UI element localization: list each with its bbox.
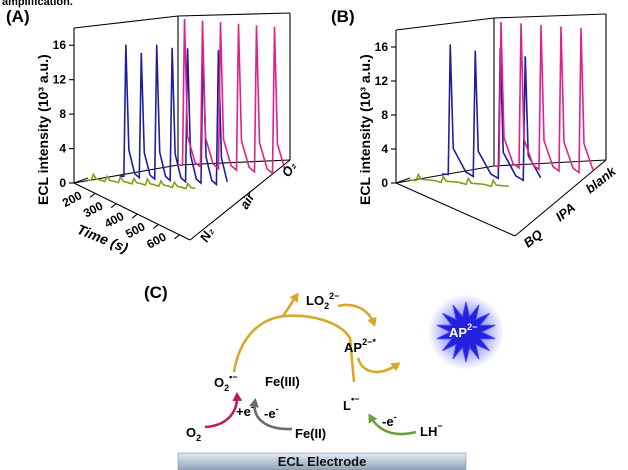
arrow-fe-oxidation — [249, 398, 293, 431]
panel-a-x-tick-label: 200 — [60, 188, 85, 210]
panel-b-series-bq-line — [409, 172, 509, 188]
panel-a-series-n2-label: N₂ — [197, 225, 217, 245]
label-plus-e: +e- — [236, 402, 254, 419]
panel-b-series-bq-label: BQ — [521, 227, 546, 251]
arrow-ap-star-to-ap — [356, 357, 401, 374]
arrow-lh-oxidation — [368, 413, 417, 436]
panel-b-y-tick-label: 12 — [375, 74, 389, 88]
panel-a-x-tick-label: 300 — [81, 198, 106, 220]
panel-a-x-tick-label: 500 — [123, 219, 148, 241]
panel-a-x-tick — [89, 192, 96, 198]
species-o2: O2 — [186, 425, 201, 443]
star-burst-icon — [436, 301, 496, 363]
species-ap-excited: AP2−* — [344, 337, 376, 355]
label-minus-e-fe: -e- — [264, 404, 279, 421]
panel-b-series-ipa-line — [441, 44, 542, 182]
ecl-electrode-bar — [177, 452, 467, 470]
panel-a-series-air-label: air — [237, 189, 258, 211]
panel-b-series-ipa-label: IPA — [553, 200, 579, 225]
panel-a-y-tick-label: 4 — [59, 142, 66, 156]
panel-a-x-axis-label: Time (s) — [75, 221, 131, 256]
panel-b: (B) 0 4 8 12 16 ECL intensity (10³ a.u.) bla… — [331, 7, 619, 250]
panel-a-x-tick — [174, 234, 180, 240]
gold-arc-path — [232, 314, 356, 383]
panel-a-y-tick-labels: 0 4 8 12 16 — [53, 38, 67, 190]
panel-b-y-tick-label: 8 — [381, 108, 388, 122]
species-l-radical: L•− — [343, 394, 359, 413]
panel-a-series-o2-line — [177, 18, 286, 176]
panel-a-y-axis — [69, 44, 74, 184]
panel-b-y-tick-label: 16 — [375, 40, 389, 54]
panel-a-x-tick — [110, 203, 117, 209]
panel-a-x-axis — [89, 192, 180, 240]
panel-a-y-tick-label: 16 — [53, 38, 67, 52]
panel-b-series-blank-line — [493, 21, 594, 175]
panel-b-y-axis-label: ECL intensity (10³ a.u.) — [357, 54, 373, 205]
panel-a-y-tick-label: 8 — [59, 107, 66, 121]
label-minus-e-lh: -e- — [382, 412, 397, 429]
panel-a-y-tick-label: 12 — [53, 73, 67, 87]
panel-b-y-tick-label: 4 — [381, 142, 388, 156]
panel-b-y-tick-labels: 0 4 8 12 16 — [375, 40, 389, 190]
arrow-o2-reduction — [204, 392, 243, 429]
panel-a: (A) 0 4 8 12 16 ECL intensity (10³ a.u.) 200… — [6, 7, 299, 256]
panel-a-x-tick — [153, 224, 159, 229]
species-fe2: Fe(II) — [295, 426, 326, 441]
panel-b-y-tick-label: 0 — [381, 176, 388, 190]
panel-a-y-tick-label: 0 — [59, 176, 66, 190]
panel-a-series-o2-label: O₂ — [279, 159, 300, 180]
ecl-electrode-label: ECL Electrode — [278, 454, 367, 469]
panel-a-x-tick — [131, 213, 138, 219]
panel-b-label: (B) — [331, 7, 355, 26]
panel-a-series-air-line — [119, 44, 229, 187]
panel-a-x-tick-label: 600 — [144, 230, 169, 252]
species-superoxide: O2•− — [214, 372, 238, 393]
panel-c-label: (C) — [144, 283, 168, 302]
panel-b-series-blank-label: blank — [583, 163, 620, 196]
arrow-superoxide-to-lo2 — [281, 292, 299, 317]
panel-a-series-n2-line — [87, 172, 196, 190]
species-lh: LH− — [420, 421, 443, 439]
species-fe3: Fe(III) — [265, 374, 300, 389]
species-ap: AP2− — [449, 322, 477, 340]
top-caption: amplification. — [2, 0, 73, 8]
arrow-lo2-to-ap-star — [337, 303, 377, 327]
panel-a-label: (A) — [6, 7, 30, 26]
species-lo2: LO22− — [306, 291, 339, 311]
panel-b-y-axis — [391, 46, 396, 184]
ap-emission-star: AP2− — [428, 294, 504, 370]
panel-a-y-axis-label: ECL intensity (10³ a.u.) — [35, 54, 51, 205]
panel-c-scheme: (C) LO22− AP2−* AP2− O2•− Fe(III) L•− +e… — [144, 283, 504, 470]
panel-a-x-tick-label: 400 — [102, 209, 127, 231]
